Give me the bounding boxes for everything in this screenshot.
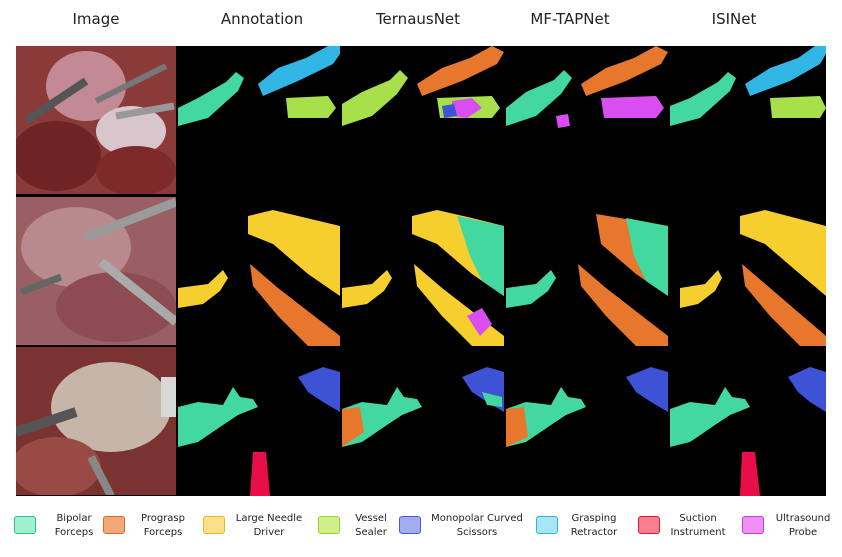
ternausnet-row-2	[342, 196, 504, 346]
legend-item-monopolar-curved-scissors: Monopolar Curved Scissors	[399, 512, 529, 548]
isinet-row-2	[670, 196, 826, 346]
col-title-annotation: Annotation	[220, 10, 304, 28]
annotation-row-2	[178, 196, 340, 346]
legend-swatch	[399, 516, 421, 534]
legend-swatch	[536, 516, 558, 534]
legend-item-ultrasound-probe: Ultrasound Probe	[742, 512, 840, 548]
mftapnet-row-1	[506, 46, 668, 195]
ternausnet-row-3	[342, 347, 504, 496]
col-title-mftapnet: MF-TAPNet	[530, 10, 610, 28]
mftapnet-row-2	[506, 196, 668, 346]
legend-swatch	[638, 516, 660, 534]
legend-item-bipolar-forceps: Bipolar Forceps	[14, 512, 114, 548]
legend-swatch	[742, 516, 764, 534]
legend-item-suction-instrument: Suction Instrument	[638, 512, 738, 548]
col-title-ternausnet: TernausNet	[375, 10, 461, 28]
legend-item-vessel-sealer: Vessel Sealer	[318, 512, 408, 548]
legend-item-large-needle-driver: Large Needle Driver	[203, 512, 313, 548]
col-title-image: Image	[72, 10, 120, 28]
surgical-image-row-2	[16, 197, 176, 345]
legend-swatch	[103, 516, 125, 534]
legend-item-prograsp-forceps: Prograsp Forceps	[103, 512, 203, 548]
segmentation-figure-grid	[16, 46, 826, 496]
legend-swatch	[14, 516, 36, 534]
annotation-row-3	[178, 347, 340, 496]
col-title-isinet: ISINet	[711, 10, 757, 28]
isinet-row-1	[670, 46, 826, 195]
annotation-row-1	[178, 46, 340, 195]
legend-swatch	[318, 516, 340, 534]
surgical-image-row-1	[16, 46, 176, 194]
mftapnet-row-3	[506, 347, 668, 496]
legend-item-grasping-retractor: Grasping Retractor	[536, 512, 636, 548]
surgical-image-row-3	[16, 347, 176, 495]
ternausnet-row-1	[342, 46, 504, 195]
isinet-row-3	[670, 347, 826, 496]
legend-swatch	[203, 516, 225, 534]
